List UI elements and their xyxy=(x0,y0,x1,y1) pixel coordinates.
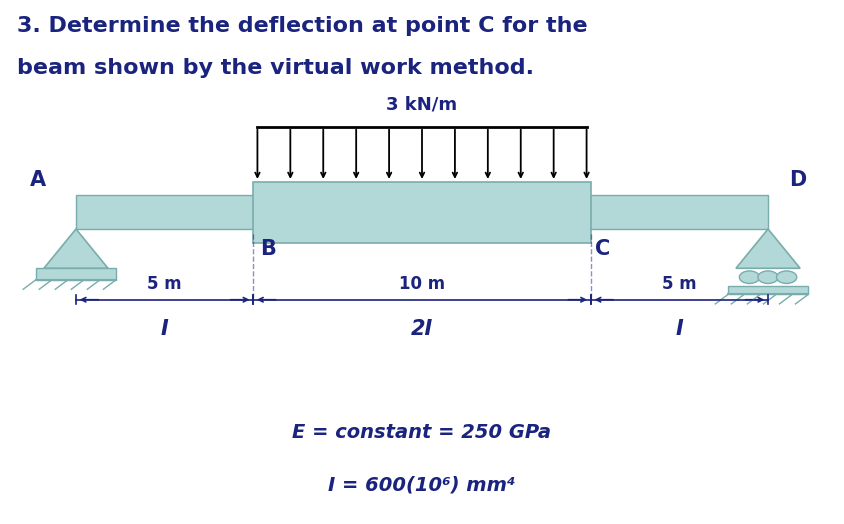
Text: 2I: 2I xyxy=(411,319,433,339)
Circle shape xyxy=(739,271,760,283)
Bar xyxy=(253,182,591,243)
Text: E = constant = 250 GPa: E = constant = 250 GPa xyxy=(293,423,551,442)
Text: B: B xyxy=(260,239,276,259)
Polygon shape xyxy=(44,229,108,268)
Text: 5 m: 5 m xyxy=(147,276,182,293)
Circle shape xyxy=(776,271,797,283)
Text: A: A xyxy=(30,170,46,190)
Text: I: I xyxy=(675,319,684,339)
Text: I = 600(10⁶) mm⁴: I = 600(10⁶) mm⁴ xyxy=(328,475,516,494)
Text: I: I xyxy=(160,319,169,339)
Text: C: C xyxy=(595,239,610,259)
Text: 10 m: 10 m xyxy=(399,276,445,293)
Text: beam shown by the virtual work method.: beam shown by the virtual work method. xyxy=(17,58,534,78)
Bar xyxy=(728,286,809,294)
Bar xyxy=(35,268,116,280)
Text: D: D xyxy=(789,170,806,190)
Text: 3 kN/m: 3 kN/m xyxy=(387,96,457,114)
Text: 3. Determine the deflection at point C for the: 3. Determine the deflection at point C f… xyxy=(17,16,587,36)
Bar xyxy=(76,195,768,229)
Text: 5 m: 5 m xyxy=(662,276,697,293)
Polygon shape xyxy=(736,229,800,268)
Circle shape xyxy=(758,271,778,283)
